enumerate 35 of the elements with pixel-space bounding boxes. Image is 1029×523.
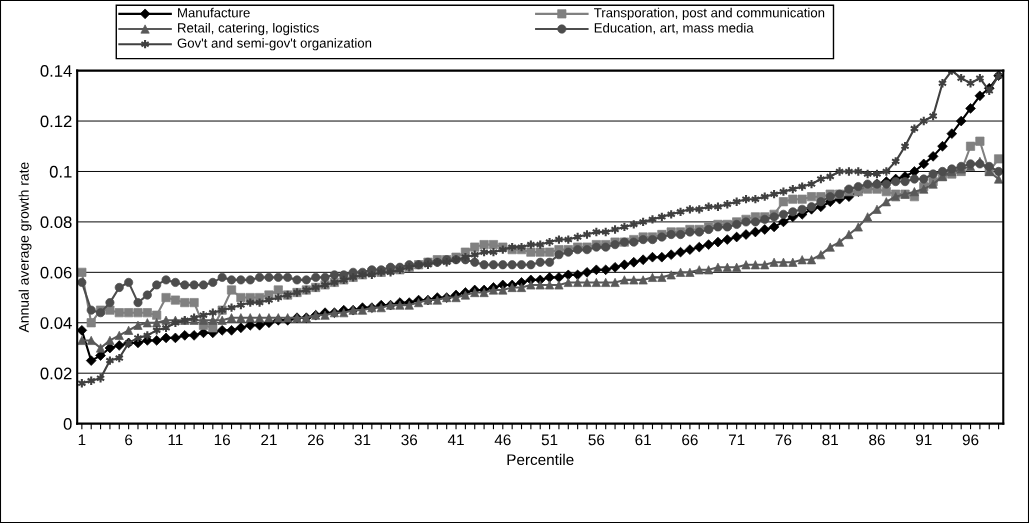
y-tick-label: 0.08 xyxy=(40,216,72,229)
x-tick-label: 86 xyxy=(869,434,885,446)
x-tick-label: 81 xyxy=(822,434,838,446)
y-tick-label: 0.04 xyxy=(40,317,72,329)
x-tick-label: 76 xyxy=(775,434,792,446)
x-tick-label: 51 xyxy=(541,434,558,446)
y-tick-label: 0.14 xyxy=(40,65,72,77)
x-tick-label: 21 xyxy=(261,434,277,446)
x-tick-label: 16 xyxy=(214,434,230,446)
y-tick-label: 0 xyxy=(63,418,72,430)
legend-label: Retail, catering, logistics xyxy=(178,22,319,36)
y-tick-label: 0.1 xyxy=(49,165,72,178)
legend-label: Transporation, post and communication xyxy=(594,7,825,21)
x-tick-label: 46 xyxy=(494,434,511,446)
x-tick-label: 31 xyxy=(354,434,371,446)
x-tick-label: 11 xyxy=(168,434,183,446)
legend-label: Education, art, mass media xyxy=(594,22,754,35)
y-tick-label: 0.12 xyxy=(40,115,72,128)
legend-label: Gov't and semi-gov't organization xyxy=(177,38,372,51)
x-tick-label: 91 xyxy=(915,434,932,446)
x-tick-label: 66 xyxy=(682,434,698,446)
x-tick-label: 41 xyxy=(447,434,464,446)
legend-label: Manufacture xyxy=(178,7,250,18)
y-tick-label: 0.02 xyxy=(40,367,72,380)
x-tick-label: 61 xyxy=(635,434,651,446)
x-tick-label: 1 xyxy=(78,434,86,446)
x-tick-label: 96 xyxy=(962,434,979,446)
x-axis-title: Percentile xyxy=(507,453,574,466)
x-tick-label: 26 xyxy=(307,434,324,446)
x-tick-label: 36 xyxy=(401,434,418,446)
x-tick-label: 71 xyxy=(728,434,745,446)
x-tick-label: 6 xyxy=(125,434,133,446)
y-tick-label: 0.06 xyxy=(40,266,72,279)
x-tick-label: 56 xyxy=(588,434,605,446)
y-axis-title: Annual average growth rate xyxy=(18,162,32,333)
